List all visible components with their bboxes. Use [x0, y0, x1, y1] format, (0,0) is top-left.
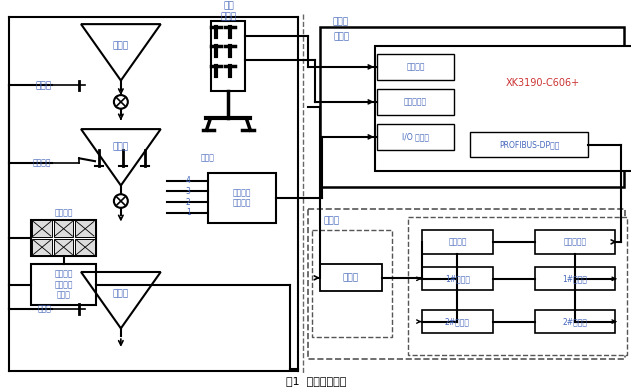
Text: 输入检测
输出控制
接线盒: 输入检测 输出控制 接线盒	[54, 270, 73, 300]
Text: 控制室: 控制室	[333, 18, 349, 27]
Text: 卸料斗: 卸料斗	[112, 289, 129, 298]
FancyBboxPatch shape	[54, 221, 73, 237]
FancyBboxPatch shape	[422, 310, 493, 333]
FancyBboxPatch shape	[75, 221, 95, 237]
Text: 高料位: 高料位	[37, 305, 51, 314]
Text: 低料位: 低料位	[35, 81, 51, 90]
FancyBboxPatch shape	[377, 54, 454, 79]
FancyBboxPatch shape	[535, 230, 615, 253]
FancyBboxPatch shape	[470, 132, 588, 157]
Text: PROFIBUS-DP接口: PROFIBUS-DP接口	[499, 140, 559, 149]
Text: 备用计算机: 备用计算机	[563, 237, 586, 246]
Text: 4: 4	[186, 176, 191, 185]
FancyBboxPatch shape	[535, 267, 615, 291]
FancyBboxPatch shape	[320, 27, 624, 187]
Text: 称量斗: 称量斗	[112, 142, 129, 151]
Text: 控制柜: 控制柜	[334, 32, 350, 41]
Text: 传感器接口: 传感器接口	[404, 97, 427, 106]
FancyBboxPatch shape	[377, 89, 454, 115]
Text: 图1  系统原理框图: 图1 系统原理框图	[286, 376, 346, 386]
Text: 主秤传感
器接线盒: 主秤传感 器接线盒	[233, 188, 252, 208]
Text: 上位机: 上位机	[343, 273, 359, 282]
Text: 1#触摸屏: 1#触摸屏	[562, 274, 587, 283]
FancyBboxPatch shape	[212, 21, 245, 91]
FancyBboxPatch shape	[422, 230, 493, 253]
FancyBboxPatch shape	[408, 217, 627, 355]
Text: 2#触摸屏: 2#触摸屏	[562, 317, 587, 326]
Text: 斗门检测: 斗门检测	[33, 159, 51, 168]
FancyBboxPatch shape	[54, 239, 73, 255]
FancyBboxPatch shape	[32, 239, 52, 255]
Text: 现场
操作柱: 现场 操作柱	[221, 2, 236, 21]
Text: 2: 2	[186, 197, 191, 206]
FancyBboxPatch shape	[375, 47, 632, 171]
FancyBboxPatch shape	[209, 173, 276, 223]
Text: 储料斗: 储料斗	[112, 41, 129, 50]
FancyBboxPatch shape	[377, 124, 454, 149]
Text: 主控室: 主控室	[324, 216, 340, 225]
Text: I/O 量端口: I/O 量端口	[402, 133, 429, 142]
Text: 传感器: 传感器	[200, 154, 214, 163]
Text: 操作端子: 操作端子	[406, 63, 425, 72]
FancyBboxPatch shape	[320, 264, 382, 291]
Text: 1: 1	[186, 208, 191, 217]
Text: 2#打印机: 2#打印机	[445, 317, 470, 326]
FancyBboxPatch shape	[31, 264, 96, 305]
Text: XK3190-C606+: XK3190-C606+	[506, 79, 580, 88]
Text: 1#打印机: 1#打印机	[445, 274, 470, 283]
Text: 3: 3	[186, 187, 191, 196]
FancyBboxPatch shape	[308, 209, 624, 359]
FancyBboxPatch shape	[312, 230, 392, 337]
FancyBboxPatch shape	[31, 219, 96, 256]
FancyBboxPatch shape	[422, 267, 493, 291]
FancyBboxPatch shape	[535, 310, 615, 333]
FancyBboxPatch shape	[75, 239, 95, 255]
Text: 电磁阀组: 电磁阀组	[54, 208, 73, 217]
Text: 主计算机: 主计算机	[448, 237, 466, 246]
FancyBboxPatch shape	[32, 221, 52, 237]
